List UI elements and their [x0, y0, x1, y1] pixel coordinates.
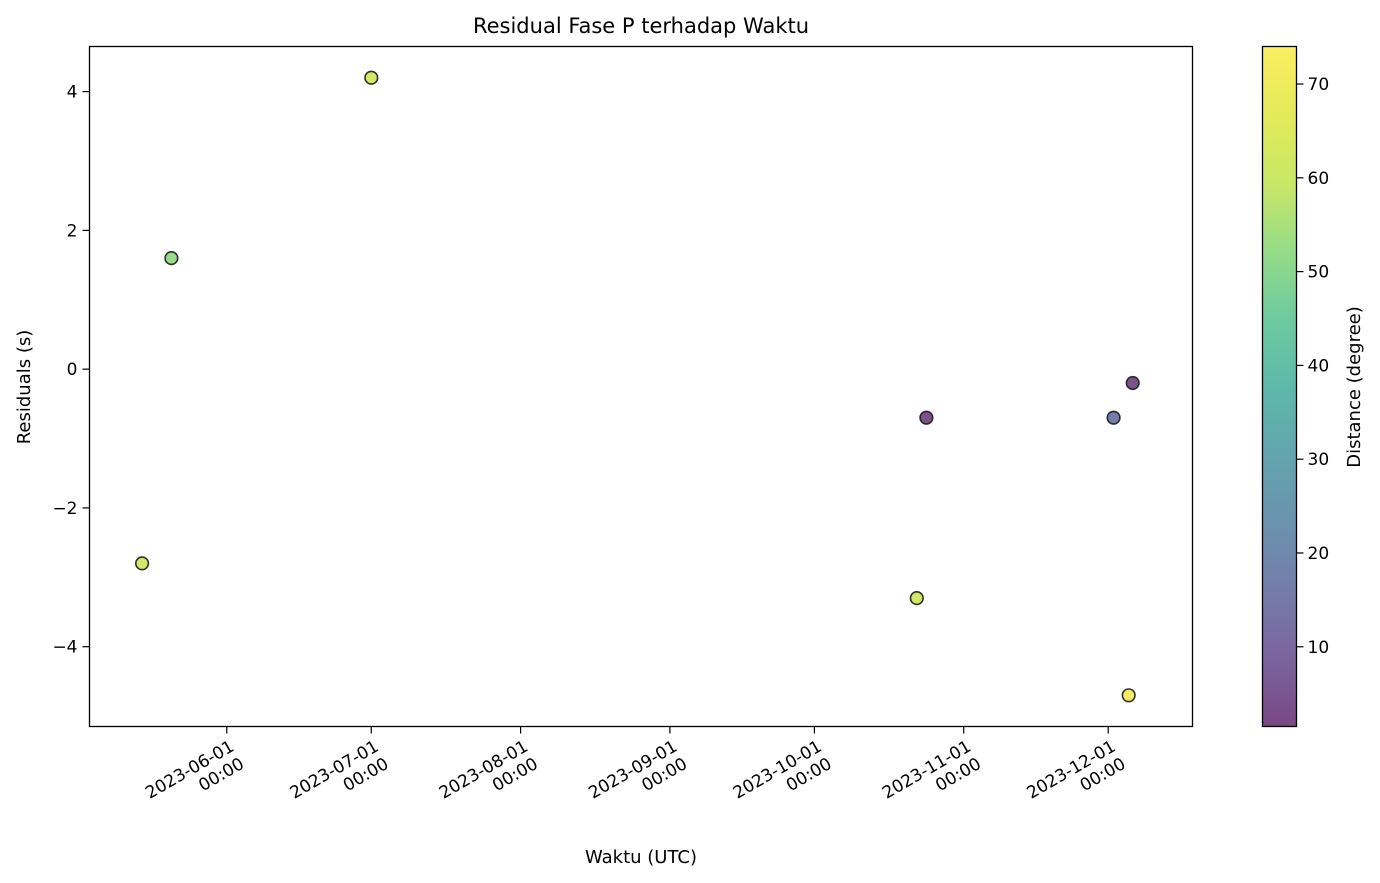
data-point — [919, 410, 934, 425]
colorbar: 10 20 30 40 50 60 70 Distance (degree) — [1261, 45, 1365, 728]
y-tick-label: 0 — [67, 360, 78, 380]
colorbar-ticks: 10 20 30 40 50 60 70 — [1296, 75, 1330, 658]
data-point — [909, 590, 924, 606]
colorbar-tick-label: 30 — [1308, 450, 1330, 470]
y-axis-label: Residuals (s) — [14, 330, 35, 445]
data-point — [1125, 375, 1140, 391]
x-axis-label: Waktu (UTC) — [585, 847, 697, 868]
data-point — [164, 251, 179, 266]
colorbar-frame — [1261, 45, 1298, 728]
data-point — [364, 70, 379, 85]
data-point — [1121, 688, 1136, 703]
plot-frame — [88, 45, 1194, 728]
y-axis: 4 2 0 −2 −4 — [52, 83, 90, 658]
y-tick-label: 2 — [67, 221, 78, 241]
y-tick-label: −2 — [52, 499, 77, 519]
colorbar-tick-label: 40 — [1308, 356, 1330, 376]
colorbar-tick-label: 60 — [1308, 169, 1330, 189]
chart-title: Residual Fase P terhadap Waktu — [473, 14, 809, 38]
y-tick-label: 4 — [67, 83, 78, 103]
points-layer — [135, 70, 1140, 703]
colorbar-label: Distance (degree) — [1344, 306, 1365, 468]
data-point — [135, 556, 150, 571]
y-tick-label: −4 — [52, 638, 77, 658]
colorbar-tick-label: 10 — [1308, 638, 1330, 658]
data-point — [1106, 410, 1121, 425]
colorbar-tick-label: 20 — [1308, 544, 1330, 564]
colorbar-tick-label: 70 — [1308, 75, 1330, 95]
colorbar-tick-label: 50 — [1308, 263, 1330, 283]
colorbar-gradient — [1262, 46, 1296, 726]
